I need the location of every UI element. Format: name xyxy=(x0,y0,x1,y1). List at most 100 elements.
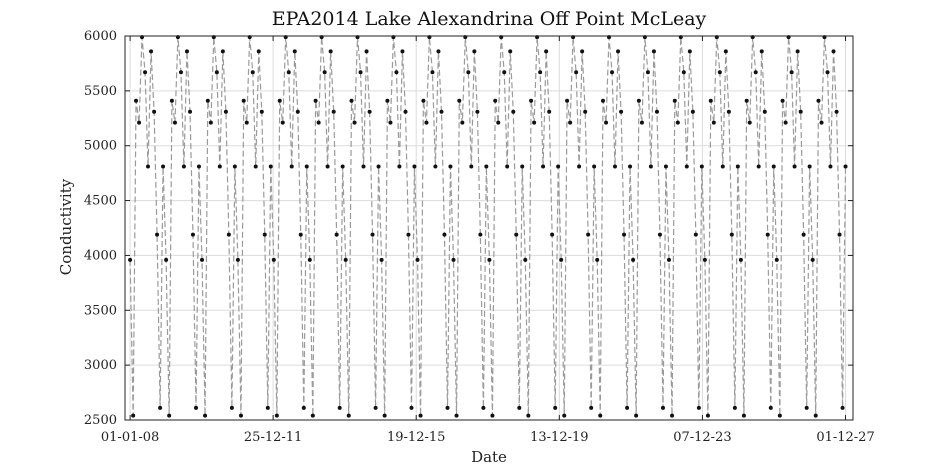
data-point xyxy=(379,257,384,262)
series-line xyxy=(129,37,847,416)
data-point xyxy=(711,120,716,125)
data-point xyxy=(220,49,225,54)
data-point xyxy=(556,164,561,169)
x-tick-label: 01-01-08 xyxy=(101,430,159,445)
data-point xyxy=(723,49,728,54)
data-point xyxy=(741,413,746,418)
series-marker-layer xyxy=(128,35,848,418)
data-point xyxy=(265,405,270,410)
data-point xyxy=(670,413,675,418)
data-point xyxy=(289,164,294,169)
x-tick-label: 19-12-15 xyxy=(387,430,445,445)
data-point xyxy=(574,70,579,75)
data-point xyxy=(331,109,336,114)
x-tick-label: 07-12-23 xyxy=(673,430,731,445)
data-point xyxy=(340,164,345,169)
data-point xyxy=(774,257,779,262)
data-point xyxy=(439,109,444,114)
data-point xyxy=(616,49,621,54)
data-point xyxy=(622,232,627,237)
chart-title: EPA2014 Lake Alexandrina Off Point McLea… xyxy=(272,8,707,30)
data-point xyxy=(448,164,453,169)
data-point xyxy=(696,405,701,410)
data-point xyxy=(825,70,830,75)
data-point xyxy=(205,98,210,103)
data-point xyxy=(208,120,213,125)
y-tick-label: 3000 xyxy=(84,358,117,373)
data-point xyxy=(445,405,450,410)
data-point xyxy=(544,49,549,54)
data-point xyxy=(478,232,483,237)
data-point xyxy=(508,49,513,54)
data-point xyxy=(505,164,510,169)
data-point xyxy=(675,120,680,125)
data-point xyxy=(232,164,237,169)
data-point xyxy=(295,109,300,114)
data-point xyxy=(756,164,761,169)
data-point xyxy=(149,49,154,54)
data-point xyxy=(651,49,656,54)
data-point xyxy=(271,257,276,262)
data-point xyxy=(648,164,653,169)
data-point xyxy=(472,49,477,54)
data-point xyxy=(654,109,659,114)
data-point xyxy=(771,164,776,169)
x-tick-label: 13-12-19 xyxy=(530,430,588,445)
data-point xyxy=(765,232,770,237)
data-point xyxy=(158,405,163,410)
data-point xyxy=(301,405,306,410)
data-point xyxy=(382,413,387,418)
data-point xyxy=(541,164,546,169)
data-point xyxy=(364,49,369,54)
y-tick-label: 6000 xyxy=(84,29,117,44)
data-point xyxy=(639,120,644,125)
data-point xyxy=(146,164,151,169)
data-point xyxy=(645,70,650,75)
data-point xyxy=(684,164,689,169)
data-point xyxy=(493,98,498,103)
y-tick-label: 4500 xyxy=(84,194,117,209)
data-point xyxy=(280,120,285,125)
data-point xyxy=(352,120,357,125)
data-point xyxy=(598,413,603,418)
data-point xyxy=(595,257,600,262)
data-point xyxy=(131,413,136,418)
data-point xyxy=(152,109,157,114)
data-point xyxy=(200,257,205,262)
data-point xyxy=(385,98,390,103)
data-point xyxy=(804,405,809,410)
data-point xyxy=(523,257,528,262)
data-point xyxy=(666,257,671,262)
data-point xyxy=(526,413,531,418)
data-point xyxy=(388,120,393,125)
data-point xyxy=(424,120,429,125)
data-point xyxy=(164,257,169,262)
data-point xyxy=(690,109,695,114)
data-point xyxy=(343,257,348,262)
data-point xyxy=(693,232,698,237)
y-axis-label: Conductivity xyxy=(57,178,75,275)
data-point xyxy=(831,49,836,54)
data-point xyxy=(547,109,552,114)
data-point xyxy=(753,70,758,75)
data-point xyxy=(708,98,713,103)
data-point xyxy=(604,120,609,125)
data-point xyxy=(747,120,752,125)
data-point xyxy=(244,120,249,125)
data-point xyxy=(798,109,803,114)
y-tick-label: 5500 xyxy=(84,84,117,99)
data-point xyxy=(223,109,228,114)
data-point xyxy=(538,70,543,75)
data-point xyxy=(729,232,734,237)
data-point xyxy=(229,405,234,410)
data-point xyxy=(565,98,570,103)
data-point xyxy=(376,164,381,169)
data-point xyxy=(322,70,327,75)
data-point xyxy=(600,98,605,103)
data-point xyxy=(687,49,692,54)
data-point xyxy=(337,405,342,410)
data-point xyxy=(277,98,282,103)
data-point xyxy=(717,70,722,75)
data-point xyxy=(744,98,749,103)
